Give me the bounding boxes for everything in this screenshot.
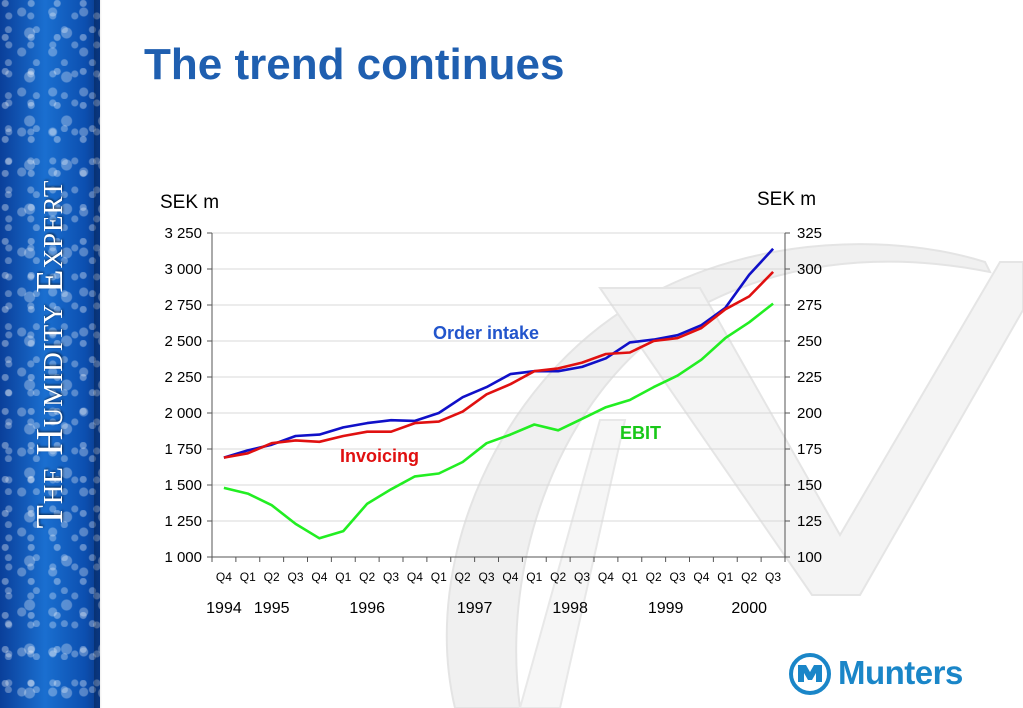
right-tick-labels: 100 125 150 175 200 225 250 275 300 325 (797, 225, 822, 566)
right-tick-label: 175 (797, 441, 822, 458)
right-axis-label: SEK m (757, 189, 816, 210)
left-tick-label: 2 750 (164, 297, 202, 314)
x-tick-labels: Q4 Q1 Q2 Q3 Q4 Q1 Q2 Q3 Q4 Q1 Q2 Q3 Q4 Q1 Q2 Q3 Q4 Q1 Q2 Q3… (211, 557, 786, 584)
x-tick-label: Q4 (216, 570, 232, 584)
watermark-logo (445, 243, 1023, 708)
series-lines (223, 247, 775, 540)
right-tick-label: 150 (797, 477, 822, 494)
left-tick-label: 3 250 (164, 225, 202, 242)
right-tick-label: 300 (797, 261, 822, 278)
x-tick-label: Q2 (455, 570, 471, 584)
x-tick-label: Q4 (598, 570, 614, 584)
x-tick-label: Q3 (670, 570, 686, 584)
x-tick-label: Q2 (264, 570, 280, 584)
x-tick-label: Q1 (717, 570, 733, 584)
left-tick-label: 1 500 (164, 477, 202, 494)
left-tick-label: 1 000 (164, 549, 202, 566)
year-label: 1999 (648, 600, 684, 617)
left-axis-label: SEK m (160, 192, 219, 213)
gridlines (207, 232, 790, 558)
left-tick-label: 3 000 (164, 261, 202, 278)
right-tick-label: 225 (797, 369, 822, 386)
annotation-order-intake: Order intake (433, 323, 539, 343)
left-tick-label: 1 750 (164, 441, 202, 458)
x-tick-label: Q3 (765, 570, 781, 584)
sidebar-shadow (94, 0, 102, 708)
x-tick-label: Q1 (431, 570, 447, 584)
right-tick-label: 275 (797, 297, 822, 314)
annotation-ebit: EBIT (620, 423, 661, 443)
right-tick-label: 325 (797, 225, 822, 242)
x-tick-label: Q2 (741, 570, 757, 584)
x-tick-label: Q2 (646, 570, 662, 584)
series-line-ebit (223, 302, 774, 540)
right-tick-label: 250 (797, 333, 822, 350)
series-line-order-intake (223, 247, 775, 459)
x-tick-label: Q4 (502, 570, 518, 584)
year-label: 1997 (457, 600, 493, 617)
sidebar-water-drops (0, 0, 100, 708)
year-label: 1996 (349, 600, 385, 617)
x-tick-label: Q4 (407, 570, 423, 584)
left-tick-labels: 1 000 1 250 1 500 1 750 2 000 2 250 2 500 2 750… (164, 225, 202, 566)
munters-logo-icon (789, 653, 831, 695)
series-line-invoicing (223, 270, 775, 459)
x-tick-label: Q1 (240, 570, 256, 584)
right-tick-label: 200 (797, 405, 822, 422)
year-labels: 1994 1995 1996 1997 1998 1999 2000 (206, 600, 767, 617)
annotation-invoicing: Invoicing (340, 446, 419, 466)
year-label: 1995 (254, 600, 290, 617)
x-tick-label: Q1 (526, 570, 542, 584)
x-tick-label: Q2 (359, 570, 375, 584)
year-label: 2000 (731, 600, 767, 617)
left-tick-label: 2 500 (164, 333, 202, 350)
x-tick-label: Q1 (335, 570, 351, 584)
x-tick-label: Q4 (693, 570, 709, 584)
logo-wordmark: Munters (838, 654, 963, 691)
x-tick-label: Q3 (479, 570, 495, 584)
x-tick-label: Q3 (288, 570, 304, 584)
left-tick-label: 2 250 (164, 369, 202, 386)
right-tick-label: 125 (797, 513, 822, 530)
x-tick-label: Q3 (574, 570, 590, 584)
x-tick-label: Q2 (550, 570, 566, 584)
left-tick-label: 1 250 (164, 513, 202, 530)
right-tick-label: 100 (797, 549, 822, 566)
x-tick-label: Q3 (383, 570, 399, 584)
x-tick-label: Q4 (311, 570, 327, 584)
x-tick-label: Q1 (622, 570, 638, 584)
year-label: 1994 (206, 600, 242, 617)
slide-title: The trend continues (144, 40, 565, 89)
year-label: 1998 (552, 600, 588, 617)
left-tick-label: 2 000 (164, 405, 202, 422)
